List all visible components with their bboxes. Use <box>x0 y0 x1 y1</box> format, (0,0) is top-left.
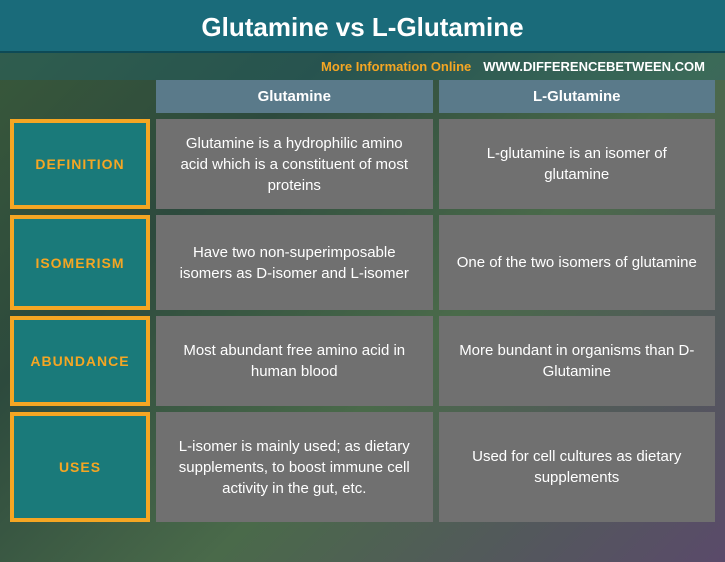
column-header-2: L-Glutamine <box>439 80 716 113</box>
row-label: DEFINITION <box>35 156 124 172</box>
content-cell: Have two non-superimposable isomers as D… <box>156 215 433 310</box>
content-cell: Most abundant free amino acid in human b… <box>156 316 433 406</box>
table-row: ABUNDANCE Most abundant free amino acid … <box>10 316 715 406</box>
row-label-cell: ISOMERISM <box>10 215 150 310</box>
row-label: ISOMERISM <box>35 255 124 271</box>
header-bar: Glutamine vs L-Glutamine <box>0 0 725 53</box>
row-label-cell: DEFINITION <box>10 119 150 209</box>
row-label: USES <box>59 459 101 475</box>
content-cell: L-glutamine is an isomer of glutamine <box>439 119 716 209</box>
more-info-label: More Information Online <box>321 59 471 74</box>
table-row: ISOMERISM Have two non-superimposable is… <box>10 215 715 310</box>
row-label-cell: ABUNDANCE <box>10 316 150 406</box>
content-cell: One of the two isomers of glutamine <box>439 215 716 310</box>
row-label-cell: USES <box>10 412 150 522</box>
source-url[interactable]: WWW.DIFFERENCEBETWEEN.COM <box>483 59 705 74</box>
table-row: DEFINITION Glutamine is a hydrophilic am… <box>10 119 715 209</box>
subheader-bar: More Information Online WWW.DIFFERENCEBE… <box>0 53 725 80</box>
table-row: USES L-isomer is mainly used; as dietary… <box>10 412 715 522</box>
content-cell: More bundant in organisms than D-Glutami… <box>439 316 716 406</box>
comparison-table: Glutamine L-Glutamine DEFINITION Glutami… <box>0 80 725 538</box>
header-spacer <box>10 80 150 113</box>
content-cell: Used for cell cultures as dietary supple… <box>439 412 716 522</box>
page-title: Glutamine vs L-Glutamine <box>20 12 705 43</box>
column-header-1: Glutamine <box>156 80 433 113</box>
row-label: ABUNDANCE <box>30 353 129 369</box>
content-cell: Glutamine is a hydrophilic amino acid wh… <box>156 119 433 209</box>
column-header-row: Glutamine L-Glutamine <box>10 80 715 113</box>
content-cell: L-isomer is mainly used; as dietary supp… <box>156 412 433 522</box>
